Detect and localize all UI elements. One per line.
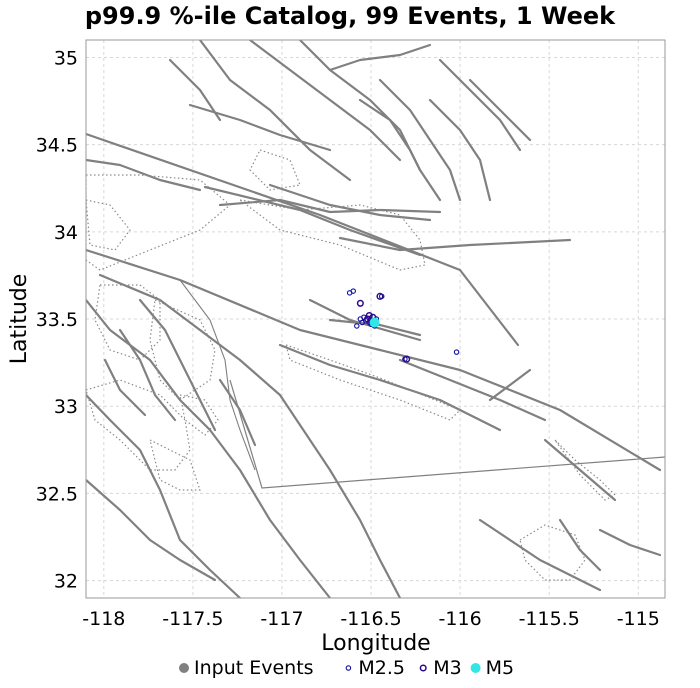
y-tick-labels: 32 32.5 33 33.5 34 34.5 35 xyxy=(36,47,78,592)
legend-marker xyxy=(345,665,352,671)
y-tick-label: 34.5 xyxy=(36,135,78,157)
y-tick-label: 32 xyxy=(54,571,78,593)
x-axis-label: Longitude xyxy=(321,631,430,656)
legend-marker xyxy=(179,663,189,673)
fault-map xyxy=(86,40,665,598)
y-tick-label: 34 xyxy=(54,222,78,244)
legend-label: Input Events xyxy=(194,657,314,679)
legend: Input Events M2.5 M3 M5 xyxy=(179,657,514,679)
legend-marker xyxy=(419,664,427,672)
event-points xyxy=(346,288,460,363)
legend-marker xyxy=(470,663,481,673)
y-tick-label: 33 xyxy=(54,396,78,418)
event-point xyxy=(453,349,460,355)
event-point xyxy=(376,292,384,300)
y-tick-label: 35 xyxy=(54,47,78,69)
plot-frame xyxy=(85,39,666,599)
x-tick-label: -117 xyxy=(260,608,303,630)
event-point xyxy=(369,317,380,328)
event-point xyxy=(403,355,411,363)
legend-label: M2.5 xyxy=(358,657,405,679)
legend-label: M5 xyxy=(486,657,514,679)
y-tick-label: 32.5 xyxy=(36,483,78,505)
y-tick-label: 33.5 xyxy=(36,309,78,331)
x-tick-label: -115.5 xyxy=(519,608,580,630)
y-axis-label: Latitude xyxy=(7,274,32,365)
x-tick-label: -115 xyxy=(617,608,660,630)
x-tick-label: -116.5 xyxy=(340,608,401,630)
legend-label: M3 xyxy=(433,657,461,679)
event-point xyxy=(350,288,356,294)
chart-title: p99.9 %-ile Catalog, 99 Events, 1 Week xyxy=(85,2,616,30)
x-tick-label: -117.5 xyxy=(162,608,223,630)
x-tick-labels: -118 -117.5 -117 -116.5 -116 -115.5 -115 xyxy=(82,608,660,630)
event-point xyxy=(354,323,360,329)
x-tick-label: -116 xyxy=(439,608,482,630)
event-point xyxy=(356,299,364,307)
x-tick-label: -118 xyxy=(82,608,125,630)
